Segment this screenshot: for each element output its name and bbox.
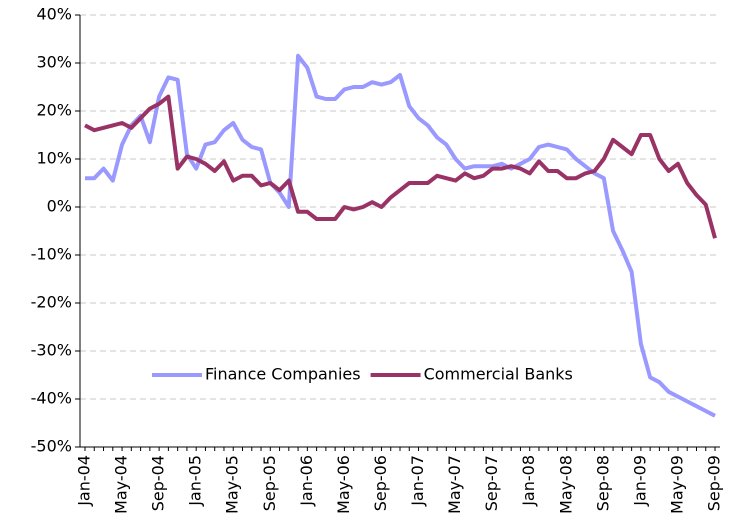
series-line xyxy=(85,53,716,418)
y-tick-label: -10% xyxy=(31,245,72,264)
x-tick-label: May-09 xyxy=(667,455,686,514)
legend-label: Finance Companies xyxy=(205,365,361,384)
x-tick-label: Sep-09 xyxy=(705,455,724,511)
y-tick-label: -30% xyxy=(31,341,72,360)
x-tick-label: May-05 xyxy=(223,455,242,514)
x-tick-label: Sep-04 xyxy=(149,455,168,511)
y-tick-label: 10% xyxy=(36,149,72,168)
x-tick-label: Jan-04 xyxy=(75,455,94,507)
legend-label: Commercial Banks xyxy=(424,365,573,384)
y-tick-label: -50% xyxy=(31,437,72,456)
y-tick-label: -40% xyxy=(31,389,72,408)
x-tick-label: Jan-05 xyxy=(186,455,205,507)
x-tick-label: Sep-07 xyxy=(482,455,501,511)
y-tick-label: -20% xyxy=(31,293,72,312)
y-tick-label: 40% xyxy=(36,5,72,24)
x-tick-label: Jan-08 xyxy=(519,455,538,507)
x-tick-label: Sep-05 xyxy=(260,455,279,511)
x-tick-label: May-06 xyxy=(334,455,353,514)
x-tick-label: Sep-06 xyxy=(371,455,390,511)
x-tick-label: Jan-09 xyxy=(630,455,649,507)
x-tick-label: Sep-08 xyxy=(593,455,612,511)
x-tick-label: May-07 xyxy=(445,455,464,514)
y-tick-label: 20% xyxy=(36,101,72,120)
y-tick-label: 0% xyxy=(47,197,72,216)
y-tick-label: 30% xyxy=(36,53,72,72)
x-tick-label: May-08 xyxy=(556,455,575,514)
x-tick-label: Jan-06 xyxy=(297,455,316,507)
x-tick-label: Jan-07 xyxy=(408,455,427,507)
series-line xyxy=(84,94,717,239)
x-tick-label: May-04 xyxy=(112,455,131,514)
